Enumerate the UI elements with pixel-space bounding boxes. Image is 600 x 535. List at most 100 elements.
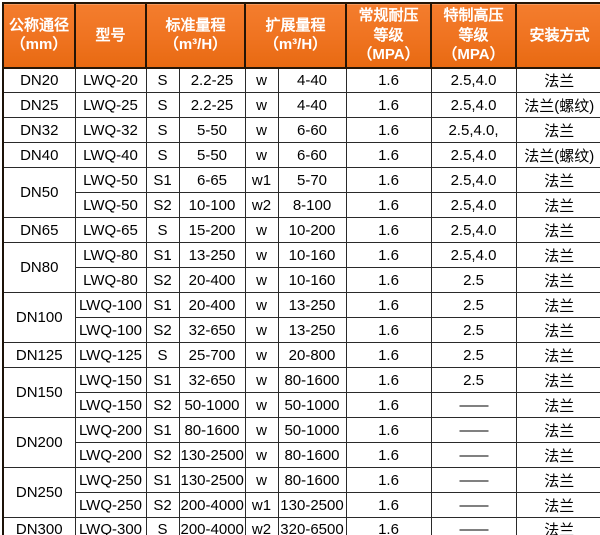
cell-model: LWQ-80 xyxy=(74,267,147,293)
cell-install: 法兰 xyxy=(515,292,600,318)
cell-install: 法兰 xyxy=(515,467,600,493)
cell-dn: DN80 xyxy=(2,242,76,293)
cell-ext-class: w xyxy=(244,342,279,368)
table-row: DN20 LWQ-20 S 2.2-25 w 4-40 1.6 2.5,4.0 … xyxy=(2,67,600,93)
cell-pressure: 1.6 xyxy=(345,267,432,293)
table-header: 公称通径 （mm） 型号 标准量程 （m³/H） 扩展量程 （m³/H） 常规耐… xyxy=(2,2,600,69)
cell-model: LWQ-150 xyxy=(74,367,147,393)
cell-dn: DN32 xyxy=(2,117,76,143)
cell-high-pressure: 2.5 xyxy=(430,267,517,293)
cell-model: LWQ-125 xyxy=(74,342,147,368)
cell-std-range: 13-250 xyxy=(178,242,246,268)
cell-install: 法兰 xyxy=(515,492,600,518)
cell-model: LWQ-50 xyxy=(74,192,147,218)
cell-ext-range: 4-40 xyxy=(277,92,347,118)
header-extended-range: 扩展量程 （m³/H） xyxy=(244,2,347,69)
cell-std-range: 130-2500 xyxy=(178,442,246,468)
table-row: LWQ-150 S2 50-1000 w 50-1000 1.6 —— 法兰 xyxy=(3,392,600,418)
cell-model: LWQ-50 xyxy=(74,167,147,193)
cell-std-class: S1 xyxy=(145,367,180,393)
cell-ext-class: w xyxy=(244,67,279,93)
cell-high-pressure: 2.5 xyxy=(430,342,517,368)
cell-pressure: 1.6 xyxy=(345,142,432,168)
cell-install: 法兰 xyxy=(515,242,600,268)
cell-std-class: S xyxy=(145,67,180,93)
cell-ext-class: w xyxy=(244,142,279,168)
cell-model: LWQ-100 xyxy=(74,317,147,343)
table-row: DN32 LWQ-32 S 5-50 w 6-60 1.6 2.5,4.0, 法… xyxy=(2,117,600,143)
cell-high-pressure: 2.5,4.0 xyxy=(430,167,517,193)
cell-pressure: 1.6 xyxy=(345,67,432,93)
cell-ext-range: 80-1600 xyxy=(277,442,347,468)
header-diameter: 公称通径 （mm） xyxy=(2,2,76,69)
cell-std-range: 200-4000 xyxy=(178,492,246,518)
cell-pressure: 1.6 xyxy=(345,467,432,493)
cell-install: 法兰 xyxy=(515,267,600,293)
cell-model: LWQ-150 xyxy=(74,392,147,418)
cell-ext-class: w xyxy=(244,92,279,118)
table-row: LWQ-200 S2 130-2500 w 80-1600 1.6 —— 法兰 xyxy=(3,442,600,468)
cell-dn: DN50 xyxy=(2,167,76,218)
cell-ext-class: w2 xyxy=(244,192,279,218)
cell-model: LWQ-100 xyxy=(74,292,147,318)
cell-high-pressure: 2.5,4.0 xyxy=(430,192,517,218)
cell-ext-range: 80-1600 xyxy=(277,467,347,493)
cell-std-class: S2 xyxy=(145,392,180,418)
cell-std-class: S xyxy=(145,217,180,243)
cell-install: 法兰 xyxy=(515,67,600,93)
cell-pressure: 1.6 xyxy=(345,442,432,468)
cell-high-pressure: 2.5,4.0 xyxy=(430,142,517,168)
cell-std-class: S2 xyxy=(145,192,180,218)
table-row: LWQ-50 S2 10-100 w2 8-100 1.6 2.5,4.0 法兰 xyxy=(3,192,600,218)
header-extended-line1: 扩展量程 xyxy=(265,16,326,34)
cell-std-range: 20-400 xyxy=(178,292,246,318)
cell-std-range: 2.2-25 xyxy=(178,92,246,118)
cell-ext-class: w xyxy=(244,267,279,293)
cell-model: LWQ-250 xyxy=(74,492,147,518)
cell-ext-class: w xyxy=(244,417,279,443)
cell-std-class: S xyxy=(145,117,180,143)
header-high-pressure-line1: 特制高压 xyxy=(443,7,504,24)
cell-ext-range: 80-1600 xyxy=(277,367,347,393)
cell-install: 法兰 xyxy=(515,192,600,218)
table-row: DN40 LWQ-40 S 5-50 w 6-60 1.6 2.5,4.0 法兰… xyxy=(2,142,600,168)
cell-dn: DN300 xyxy=(2,517,76,535)
cell-high-pressure: 2.5,4.0 xyxy=(430,217,517,243)
cell-high-pressure: 2.5,4.0 xyxy=(430,92,517,118)
cell-model: LWQ-80 xyxy=(74,242,147,268)
cell-pressure: 1.6 xyxy=(345,167,432,193)
cell-ext-class: w xyxy=(244,392,279,418)
cell-std-class: S1 xyxy=(145,292,180,318)
cell-ext-range: 4-40 xyxy=(277,67,347,93)
cell-std-class: S xyxy=(145,517,180,535)
table-row: DN100 LWQ-100 S1 20-400 w 13-250 1.6 2.5… xyxy=(2,292,600,343)
cell-dn: DN250 xyxy=(2,467,76,518)
cell-install: 法兰 xyxy=(515,367,600,393)
cell-install: 法兰 xyxy=(515,342,600,368)
cell-high-pressure: 2.5 xyxy=(430,367,517,393)
header-model-label: 型号 xyxy=(95,26,126,44)
cell-std-range: 200-4000 xyxy=(178,517,246,535)
header-install-label: 安装方式 xyxy=(529,26,590,44)
cell-std-class: S1 xyxy=(145,242,180,268)
header-high-pressure-line2: 等级（MPA） xyxy=(442,26,505,64)
cell-high-pressure: —— xyxy=(430,442,517,468)
cell-high-pressure: —— xyxy=(430,392,517,418)
cell-std-class: S2 xyxy=(145,267,180,293)
cell-ext-class: w xyxy=(244,367,279,393)
table-row: DN200 LWQ-200 S1 80-1600 w 50-1000 1.6 —… xyxy=(2,417,600,468)
header-model: 型号 xyxy=(74,2,147,69)
cell-ext-range: 6-60 xyxy=(277,142,347,168)
cell-std-range: 32-650 xyxy=(178,367,246,393)
cell-model: LWQ-65 xyxy=(74,217,147,243)
cell-dn: DN125 xyxy=(2,342,76,368)
cell-std-range: 6-65 xyxy=(178,167,246,193)
cell-pressure: 1.6 xyxy=(345,92,432,118)
table-row: DN250 LWQ-250 S1 130-2500 w 80-1600 1.6 … xyxy=(2,467,600,518)
cell-std-class: S xyxy=(145,142,180,168)
cell-model: LWQ-20 xyxy=(74,67,147,93)
cell-high-pressure: 2.5,4.0, xyxy=(430,117,517,143)
cell-install: 法兰 xyxy=(515,417,600,443)
cell-ext-range: 10-160 xyxy=(277,242,347,268)
